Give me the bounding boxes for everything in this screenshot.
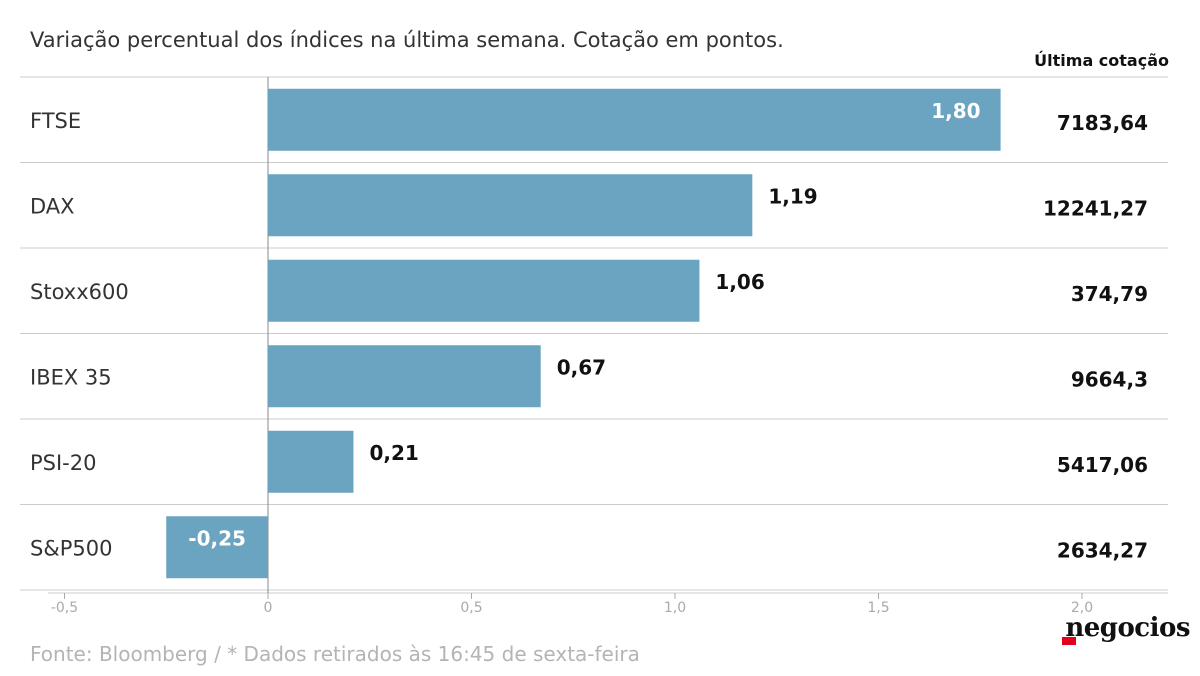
bar (166, 516, 268, 579)
source-note: Fonte: Bloomberg / * Dados retirados às … (30, 642, 640, 666)
category-label: FTSE (30, 109, 81, 133)
bar (268, 88, 1001, 151)
x-tick-label: 0 (264, 600, 273, 616)
category-label: PSI-20 (30, 451, 97, 475)
last-quote-value: 9664,3 (1071, 367, 1148, 391)
category-label: Stoxx600 (30, 280, 129, 304)
category-label: S&P500 (30, 536, 112, 560)
brand-logo: negocios (1065, 613, 1190, 643)
last-quote-value: 12241,27 (1043, 196, 1148, 220)
last-quote-value: 2634,27 (1057, 538, 1148, 562)
bar (268, 430, 354, 493)
last-quote-value: 5417,06 (1057, 453, 1148, 477)
bar (268, 259, 700, 322)
value-label: 1,19 (768, 184, 817, 208)
value-label: -0,25 (188, 526, 246, 550)
value-label: 1,80 (931, 99, 980, 123)
last-quote-value: 374,79 (1071, 282, 1148, 306)
last-quote-column-header: Última cotação (1034, 51, 1169, 70)
category-label: IBEX 35 (30, 365, 112, 389)
bar (268, 174, 753, 237)
x-tick-label: 0,5 (460, 600, 482, 616)
value-label: 0,21 (369, 441, 418, 465)
x-tick-label: -0,5 (51, 600, 78, 616)
chart-subtitle: Variação percentual dos índices na últim… (30, 28, 784, 52)
category-label: DAX (30, 194, 75, 218)
last-quote-value: 7183,64 (1057, 111, 1148, 135)
x-tick-label: 1,5 (867, 600, 889, 616)
value-label: 0,67 (557, 355, 606, 379)
x-tick-label: 2,0 (1071, 600, 1093, 616)
brand-accent-mark (1062, 637, 1076, 645)
x-tick-label: 1,0 (664, 600, 686, 616)
value-label: 1,06 (715, 270, 764, 294)
bar (268, 345, 541, 408)
